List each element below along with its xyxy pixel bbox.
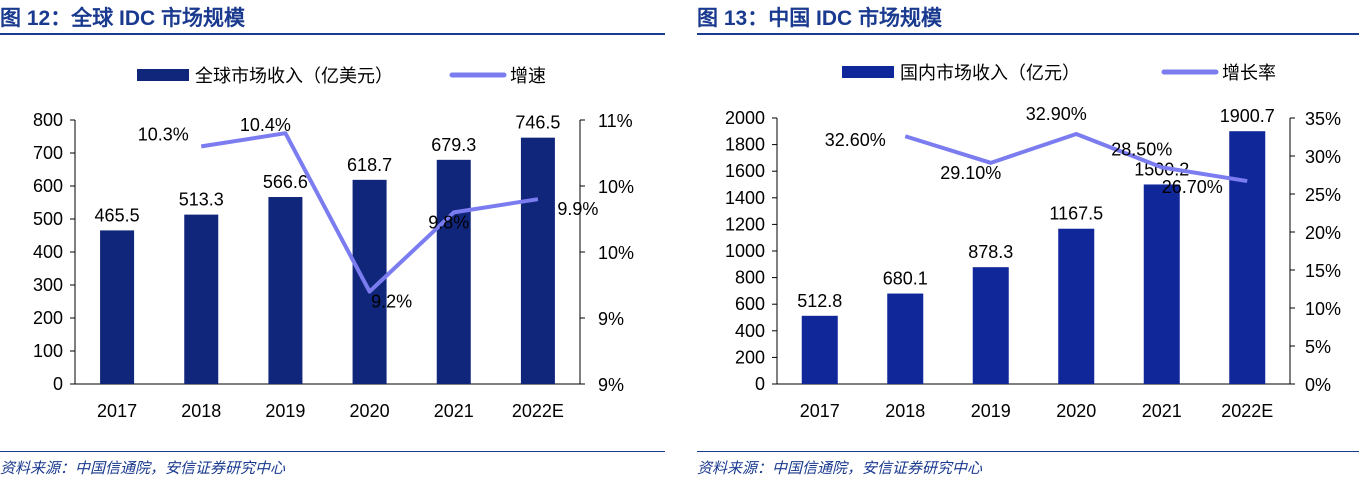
- bar: [1143, 184, 1180, 384]
- y2-tick-label: 25%: [1305, 185, 1341, 205]
- bar: [887, 293, 924, 384]
- y-tick-label: 400: [33, 242, 63, 262]
- bar-value-label: 1500.2: [1134, 159, 1189, 179]
- x-tick-label: 2021: [1142, 401, 1182, 421]
- y2-tick-label: 30%: [1305, 147, 1341, 167]
- bar-value-label: 746.5: [515, 113, 560, 133]
- x-tick-label: 2019: [265, 401, 305, 421]
- chart-panel-china: 图 13：中国 IDC 市场规模 国内市场收入（亿元） 增长率 0 200 400 600…: [697, 0, 1359, 480]
- y2-tick-label: 20%: [1305, 223, 1341, 243]
- line-value-label: 28.50%: [1111, 139, 1172, 159]
- x-tick-label: 2020: [350, 401, 390, 421]
- bar-value-label: 679.3: [431, 135, 476, 155]
- line-value-label: 29.10%: [940, 163, 1001, 183]
- bar: [268, 197, 303, 384]
- line-value-label: 9.2%: [371, 292, 412, 312]
- y-tick-label: 400: [735, 321, 765, 341]
- legend-bar-label: 国内市场收入（亿元）: [900, 63, 1080, 83]
- line-value-label: 32.60%: [825, 130, 886, 150]
- legend-bar-swatch: [137, 69, 189, 81]
- title-divider: [697, 33, 1359, 35]
- y-tick-label: 200: [33, 308, 63, 328]
- bar-value-label: 680.1: [883, 269, 928, 289]
- bar-value-label: 1167.5: [1049, 204, 1103, 224]
- line-value-label: 9.8%: [428, 212, 469, 232]
- title-divider: [0, 33, 665, 35]
- y-tick-label: 800: [735, 268, 765, 288]
- legend-line-label: 增长率: [1222, 63, 1276, 83]
- y-tick-label: 700: [33, 143, 63, 163]
- bar: [520, 137, 555, 384]
- x-tick-label: 2021: [434, 401, 474, 421]
- source-note: 资料来源：中国信通院，安信证券研究中心: [697, 460, 983, 477]
- line-value-label: 26.70%: [1162, 177, 1223, 197]
- legend-bar-swatch: [842, 66, 894, 78]
- y-tick-label: 600: [735, 294, 765, 314]
- chart-global-idc: 全球市场收入（亿美元） 增速 0 100 200 300 400 500 600 700 800 9%…: [33, 66, 634, 421]
- y2-tick-label: 0%: [1305, 375, 1331, 395]
- y-tick-label: 1000: [725, 241, 765, 261]
- line-value-label: 9.9%: [557, 199, 598, 219]
- y-tick-label: 0: [53, 374, 63, 394]
- line-value-label: 10.3%: [138, 124, 189, 144]
- footer-divider: [697, 451, 1359, 452]
- y2-tick-label: 9%: [598, 309, 624, 329]
- y-tick-label: 2000: [725, 108, 765, 128]
- y-tick-label: 1600: [725, 161, 765, 181]
- x-tick-label: 2017: [97, 401, 137, 421]
- y2-tick-label: 35%: [1305, 109, 1341, 129]
- legend-bar-label: 全球市场收入（亿美元）: [195, 66, 393, 86]
- x-tick-label: 2019: [971, 401, 1011, 421]
- y2-tick-label: 5%: [1305, 337, 1331, 357]
- bar: [1058, 228, 1095, 384]
- x-tick-label: 2022E: [1221, 401, 1273, 421]
- chart-title: 图 13：中国 IDC 市场规模: [697, 7, 943, 30]
- y2-tick-label: 10%: [598, 243, 634, 263]
- y-tick-label: 0: [755, 374, 765, 394]
- y-tick-label: 600: [33, 176, 63, 196]
- legend-line-label: 增速: [510, 66, 546, 86]
- bar-value-label: 1900.7: [1220, 106, 1275, 126]
- y2-tick-label: 15%: [1305, 261, 1341, 281]
- chart-china-idc: 国内市场收入（亿元） 增长率 0 200 400 600 800 1000 1200 1400 16…: [725, 63, 1341, 421]
- y2-tick-label: 11%: [598, 111, 633, 131]
- bar-value-label: 513.3: [179, 190, 224, 210]
- bar: [972, 267, 1009, 384]
- line-value-label: 10.4%: [240, 115, 291, 135]
- bar-value-label: 618.7: [347, 155, 392, 175]
- bar-value-label: 465.5: [95, 205, 140, 225]
- x-tick-label: 2022E: [512, 401, 564, 421]
- growth-line: [200, 131, 539, 294]
- bar: [184, 214, 219, 384]
- y-tick-label: 1200: [725, 214, 765, 234]
- x-tick-label: 2018: [181, 401, 221, 421]
- chart-panel-global: 图 12：全球 IDC 市场规模 全球市场收入（亿美元） 增速 0 100 200 300…: [0, 0, 665, 480]
- y-tick-label: 1800: [725, 135, 765, 155]
- source-note: 资料来源：中国信通院，安信证券研究中心: [0, 460, 286, 477]
- bar: [1229, 131, 1266, 384]
- bar-value-label: 878.3: [968, 242, 1013, 262]
- bar-value-label: 512.8: [797, 291, 842, 311]
- y-tick-label: 100: [33, 341, 63, 361]
- growth-line: [904, 131, 1248, 184]
- line-value-label: 32.90%: [1026, 104, 1087, 124]
- footer-divider: [0, 451, 665, 452]
- y2-tick-label: 10%: [598, 177, 634, 197]
- chart-title: 图 12：全球 IDC 市场规模: [0, 7, 246, 30]
- x-tick-label: 2017: [800, 401, 840, 421]
- y-tick-label: 800: [33, 110, 63, 130]
- x-tick-label: 2018: [885, 401, 925, 421]
- y-tick-label: 1400: [725, 188, 765, 208]
- y2-tick-label: 10%: [1305, 299, 1341, 319]
- y2-tick-label: 9%: [598, 375, 624, 395]
- y-tick-label: 300: [33, 275, 63, 295]
- bar: [801, 315, 838, 384]
- bar: [436, 159, 471, 384]
- bar-value-label: 566.6: [263, 172, 308, 192]
- y-tick-label: 200: [735, 347, 765, 367]
- bar: [100, 230, 135, 384]
- x-tick-label: 2020: [1056, 401, 1096, 421]
- y-tick-label: 500: [33, 209, 63, 229]
